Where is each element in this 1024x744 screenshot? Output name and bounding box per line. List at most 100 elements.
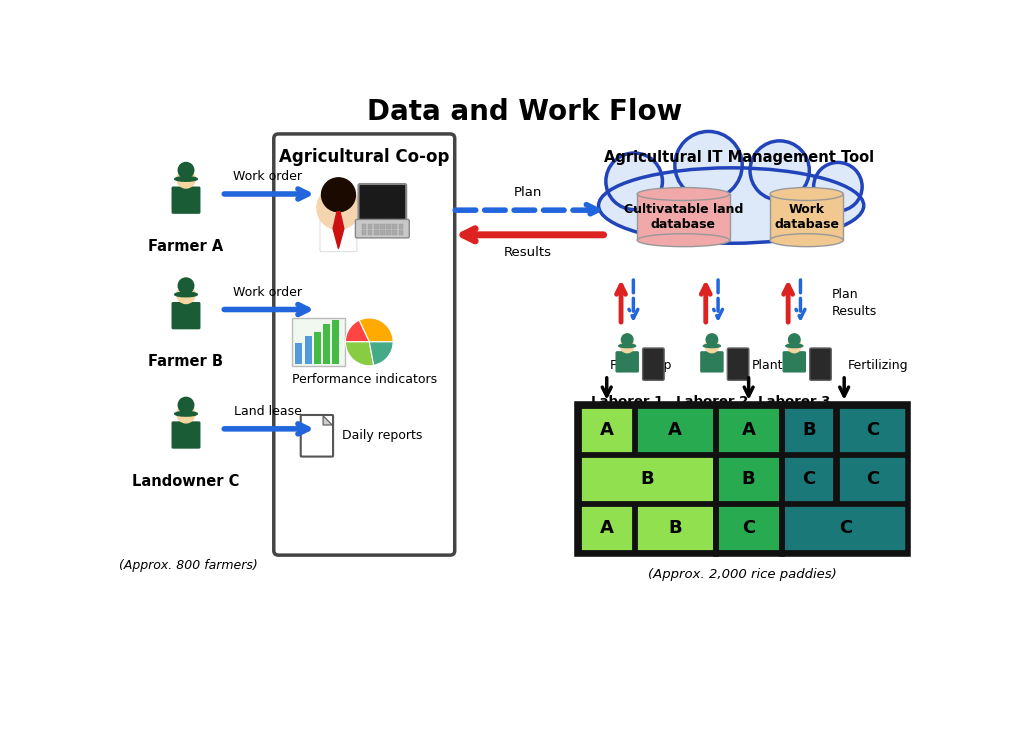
Circle shape [751, 141, 809, 199]
Wedge shape [345, 320, 370, 341]
Text: Agricultural Co-op: Agricultural Co-op [280, 148, 450, 166]
Text: Results: Results [504, 246, 552, 260]
Text: C: C [742, 519, 756, 537]
Ellipse shape [770, 187, 843, 200]
Text: (Approx. 800 farmers): (Approx. 800 farmers) [119, 559, 258, 572]
FancyBboxPatch shape [301, 415, 333, 457]
Bar [581, 407, 633, 453]
Bar [361, 230, 367, 235]
Text: Plan: Plan [831, 288, 858, 301]
FancyBboxPatch shape [319, 208, 357, 251]
Bar [398, 230, 403, 235]
Circle shape [750, 141, 809, 200]
Circle shape [787, 339, 801, 353]
Bar [717, 456, 780, 502]
FancyBboxPatch shape [615, 351, 639, 373]
Bar [386, 224, 391, 228]
Text: A: A [600, 519, 613, 537]
Bar [398, 224, 403, 228]
Circle shape [178, 278, 194, 293]
Text: Laborer 3: Laborer 3 [758, 395, 830, 408]
FancyBboxPatch shape [172, 421, 201, 449]
Ellipse shape [175, 292, 198, 297]
FancyBboxPatch shape [727, 348, 749, 380]
Bar [717, 505, 780, 551]
Bar [636, 407, 714, 453]
Circle shape [706, 339, 719, 353]
Polygon shape [323, 416, 333, 425]
FancyBboxPatch shape [172, 187, 201, 214]
Text: Plan: Plan [514, 185, 542, 199]
FancyBboxPatch shape [172, 302, 201, 330]
Bar [392, 224, 397, 228]
Text: Laborer 2: Laborer 2 [676, 395, 749, 408]
Text: Planting: Planting [752, 359, 803, 372]
Text: A: A [600, 421, 613, 439]
Text: Work order: Work order [233, 170, 302, 183]
Text: C: C [839, 519, 852, 537]
Circle shape [177, 286, 195, 304]
Bar [581, 505, 633, 551]
Text: B: B [640, 470, 654, 488]
Circle shape [707, 334, 718, 345]
Circle shape [814, 162, 862, 211]
Circle shape [606, 154, 662, 209]
Bar [380, 230, 385, 235]
Text: Data and Work Flow: Data and Work Flow [368, 97, 682, 126]
Text: B: B [669, 519, 682, 537]
Bar [295, 342, 302, 364]
Ellipse shape [175, 177, 198, 182]
Ellipse shape [637, 187, 730, 200]
FancyBboxPatch shape [273, 134, 455, 555]
Bar [368, 230, 373, 235]
Ellipse shape [603, 172, 859, 240]
Text: A: A [669, 421, 682, 439]
Text: Work order: Work order [233, 286, 302, 299]
Circle shape [622, 334, 633, 345]
Circle shape [316, 186, 360, 229]
Bar [838, 407, 908, 453]
Wedge shape [359, 318, 393, 341]
Circle shape [814, 163, 861, 210]
Bar [578, 404, 908, 554]
Text: (Approx. 2,000 rice paddies): (Approx. 2,000 rice paddies) [648, 568, 837, 581]
Bar [636, 505, 714, 551]
Bar [333, 319, 339, 364]
FancyBboxPatch shape [810, 348, 831, 380]
Bar [304, 336, 311, 364]
Text: B: B [741, 470, 756, 488]
Wedge shape [345, 341, 374, 366]
Text: Work
database: Work database [774, 203, 839, 231]
Bar [392, 230, 397, 235]
Text: Cultivatable land
database: Cultivatable land database [624, 203, 743, 231]
Text: Fertilizing: Fertilizing [847, 359, 908, 372]
Ellipse shape [703, 344, 721, 347]
FancyBboxPatch shape [355, 219, 410, 238]
Circle shape [322, 178, 355, 212]
Ellipse shape [175, 411, 198, 416]
Text: Field prep: Field prep [610, 359, 671, 372]
FancyBboxPatch shape [643, 348, 665, 380]
Text: C: C [866, 470, 880, 488]
Ellipse shape [770, 234, 843, 247]
Circle shape [178, 397, 194, 413]
Text: C: C [802, 470, 815, 488]
Text: Farmer B: Farmer B [148, 354, 223, 369]
Bar [783, 407, 835, 453]
Bar [637, 194, 730, 240]
Circle shape [178, 162, 194, 178]
Text: Results: Results [831, 305, 877, 318]
Text: Daily reports: Daily reports [342, 429, 422, 442]
Circle shape [177, 405, 195, 423]
FancyBboxPatch shape [358, 184, 407, 221]
Bar [783, 456, 835, 502]
Bar [838, 456, 908, 502]
FancyBboxPatch shape [700, 351, 724, 373]
Circle shape [177, 170, 195, 188]
Wedge shape [370, 341, 393, 365]
Bar [374, 224, 379, 228]
Bar [581, 456, 714, 502]
Text: Farmer A: Farmer A [148, 239, 223, 254]
Bar [783, 505, 908, 551]
Ellipse shape [785, 344, 803, 347]
